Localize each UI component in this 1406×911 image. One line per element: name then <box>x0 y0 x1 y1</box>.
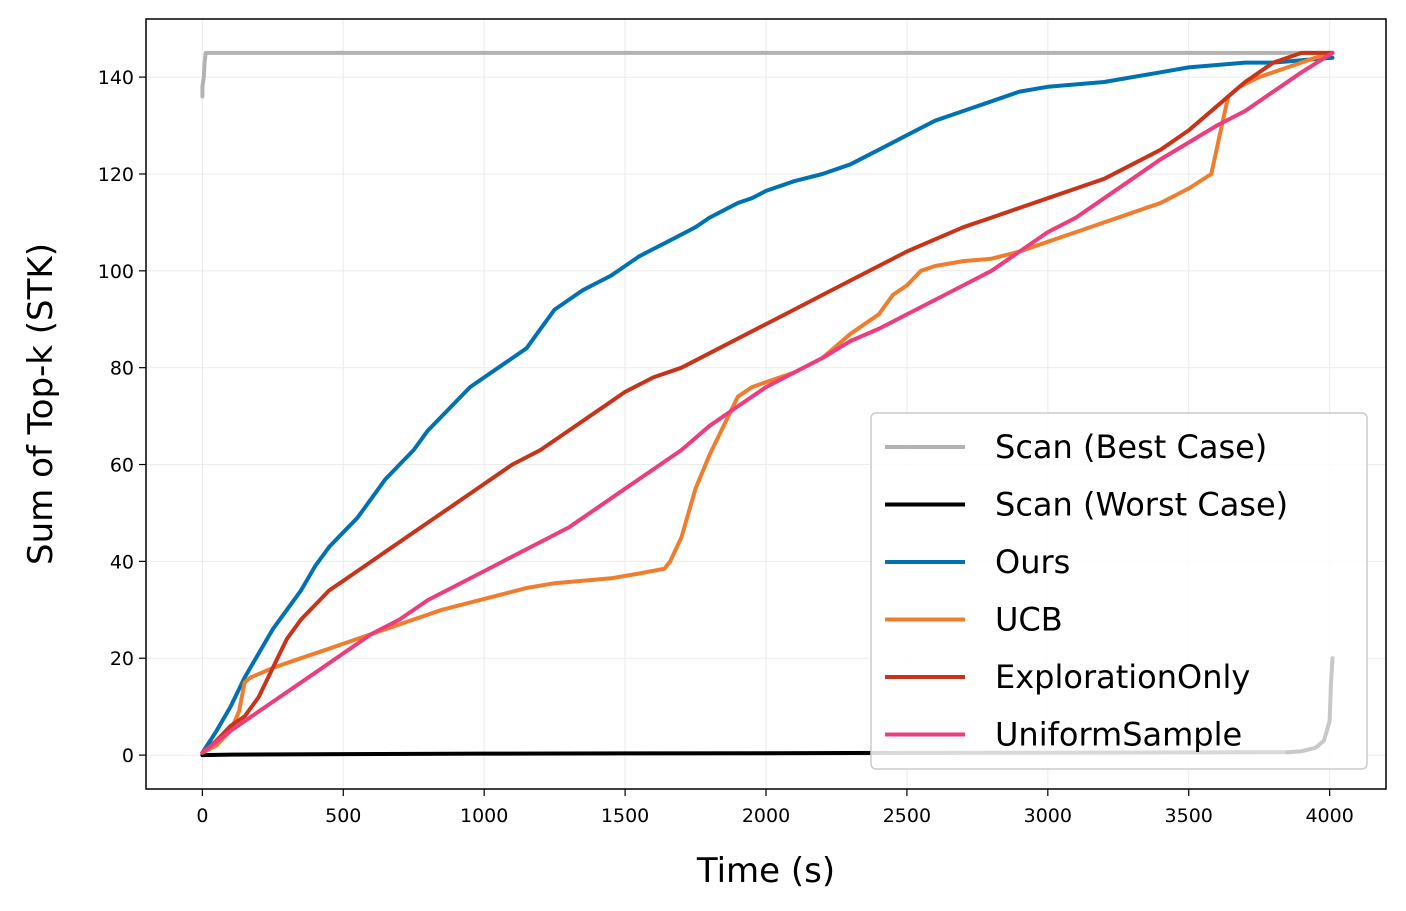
series-line-4 <box>200 50 1335 755</box>
series-line-5 <box>200 50 1335 755</box>
legend-box <box>870 412 1368 770</box>
y-tick-label: 60 <box>110 455 134 477</box>
y-axis-label: Sum of Top-k (STK) <box>21 243 61 565</box>
legend-label-0: Scan (Best Case) <box>995 428 1267 466</box>
y-tick-label: 140 <box>98 67 134 89</box>
legend-label-4: ExplorationOnly <box>995 658 1250 696</box>
x-tick-label: 0 <box>196 805 208 827</box>
x-tick-label: 3500 <box>1165 805 1213 827</box>
series-line-0 <box>200 50 1335 99</box>
x-tick-label: 3000 <box>1024 805 1072 827</box>
x-tick-label: 500 <box>325 805 361 827</box>
series-line-3 <box>200 50 1335 755</box>
y-tick-label: 80 <box>110 358 134 380</box>
x-tick-label: 1500 <box>601 805 649 827</box>
x-axis-label: Time (s) <box>696 851 835 891</box>
x-tick-label: 1000 <box>460 805 508 827</box>
legend-label-2: Ours <box>995 543 1070 581</box>
y-tick-label: 0 <box>122 745 134 767</box>
worst-case-tail-line <box>1285 656 1335 755</box>
x-tick-label: 2500 <box>883 805 931 827</box>
legend: Scan (Best Case) Scan (Worst Case) Ours UCB… <box>870 412 1368 770</box>
legend-label-5: UniformSample <box>995 716 1242 754</box>
legend-label-1: Scan (Worst Case) <box>995 486 1288 524</box>
series-line-2 <box>200 55 1335 755</box>
y-tick-label: 100 <box>98 261 134 283</box>
y-tick-label: 120 <box>98 164 134 186</box>
axis-ticks: 0 500 1000 1500 2000 2500 3000 3500 4000 0 20 40 60 8… <box>98 67 1354 827</box>
x-tick-label: 2000 <box>742 805 790 827</box>
y-tick-label: 40 <box>110 551 134 573</box>
x-tick-label: 4000 <box>1305 805 1353 827</box>
legend-label-3: UCB <box>995 601 1063 639</box>
y-tick-label: 20 <box>110 648 134 670</box>
